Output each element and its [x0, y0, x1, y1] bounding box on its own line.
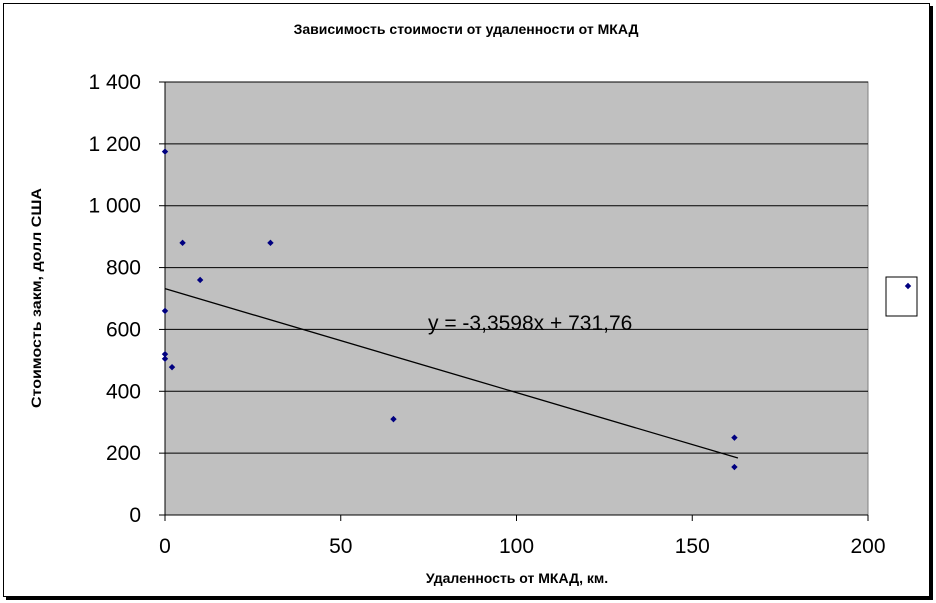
trendline-group — [164, 288, 739, 459]
data-points — [161, 148, 738, 471]
trendline-equation: y = -3,3598x + 731,76 — [428, 312, 632, 335]
data-point — [161, 350, 169, 358]
y-tick-labels: 0 200 400 600 800 1 000 1 200 1 400 — [88, 71, 141, 527]
data-point — [168, 363, 176, 371]
y-tick-label: 1 400 — [88, 71, 141, 94]
data-point — [161, 148, 169, 155]
x-tick-label: 150 — [675, 535, 710, 558]
y-tick-label: 200 — [106, 442, 141, 465]
y-tick-label: 1 000 — [88, 195, 141, 218]
data-point — [196, 276, 204, 284]
trendline — [164, 288, 739, 459]
legend-box — [885, 276, 918, 317]
data-point — [731, 434, 738, 441]
data-point — [161, 307, 169, 315]
x-tick-label: 200 — [850, 535, 885, 558]
y-tick-label: 400 — [106, 380, 141, 403]
data-point — [267, 239, 274, 247]
data-point — [731, 463, 738, 471]
x-tick-label: 0 — [159, 535, 171, 558]
data-point — [179, 239, 186, 247]
gridlines — [165, 81, 868, 454]
y-tick-label: 0 — [129, 504, 141, 527]
x-tick-label: 50 — [329, 535, 352, 558]
x-tick-label: 100 — [499, 535, 534, 558]
y-tick-label: 800 — [106, 257, 141, 280]
x-axis-title: Удаленность от МКАД, км. — [426, 570, 608, 586]
y-tick-label: 600 — [106, 318, 141, 341]
legend — [885, 276, 918, 317]
data-point — [161, 355, 169, 363]
y-tick-label: 1 200 — [88, 133, 141, 156]
x-tick-labels: 0 50 100 150 200 — [159, 535, 885, 558]
data-point — [390, 415, 397, 423]
plot-area — [164, 81, 869, 516]
y-axis-title: Стоимость закм, долл США — [28, 188, 44, 408]
legend-marker — [904, 282, 912, 290]
chart-title: Зависимость стоимости от удаленности от … — [294, 21, 639, 37]
